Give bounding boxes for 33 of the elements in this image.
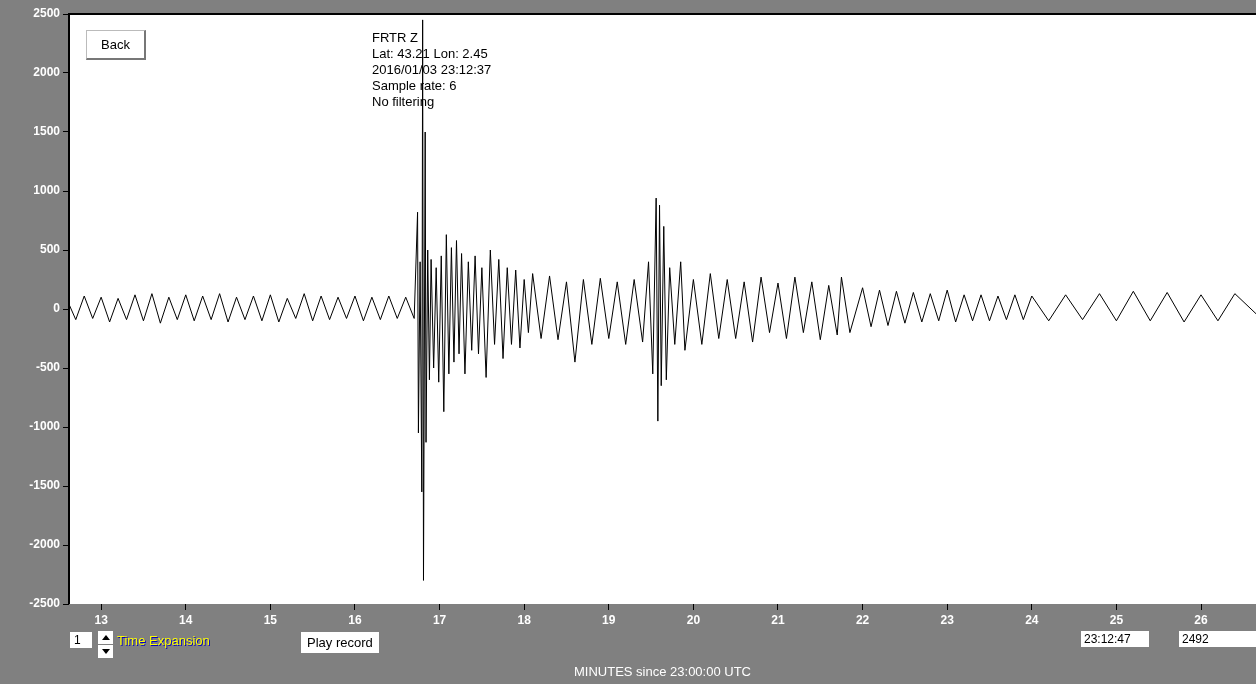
- annotation: FRTR Z: [372, 30, 419, 46]
- y-tick-label: -500: [35, 360, 61, 375]
- x-tick-label: 21: [771, 612, 785, 627]
- number-field: 1: [70, 632, 92, 648]
- x-tick-label: 18: [517, 612, 532, 627]
- x-tick-label: 26: [1194, 612, 1208, 627]
- x-tick-label: 13: [94, 612, 109, 627]
- y-tick-label: 2500: [33, 6, 61, 21]
- x-tick-label: 23: [940, 612, 955, 627]
- y-tick-label: 1500: [33, 124, 61, 139]
- x-tick-label: 14: [179, 612, 193, 627]
- y-tick-label: 0: [53, 301, 61, 316]
- y-tick-label: -2000: [29, 537, 61, 552]
- time-field: 23:12:47: [1081, 631, 1149, 647]
- x-tick-label: 20: [686, 612, 701, 627]
- y-tick-label: 500: [39, 242, 61, 257]
- x-tick-label: 16: [348, 612, 362, 627]
- x-tick-label: 17: [432, 612, 447, 627]
- y-tick-label: -1500: [29, 478, 61, 493]
- x-tick-label: 24: [1025, 612, 1039, 627]
- y-tick-label: 1000: [33, 183, 61, 198]
- x-tick-label: 15: [263, 612, 278, 627]
- y-tick-label: -1000: [29, 419, 61, 434]
- y-tick-label: -2500: [29, 596, 61, 611]
- play-record-button: Play record: [301, 632, 379, 653]
- text: Time Expansion: [117, 633, 210, 648]
- count-field: 2492: [1179, 631, 1256, 647]
- y-tick-label: 2000: [33, 65, 61, 80]
- x-tick-label: 25: [1109, 612, 1124, 627]
- back-button: Back: [86, 30, 146, 60]
- x-axis-title: MINUTES since 23:00:00 UTC: [573, 663, 752, 679]
- x-tick-label: 22: [855, 612, 870, 627]
- x-tick-label: 19: [602, 612, 616, 627]
